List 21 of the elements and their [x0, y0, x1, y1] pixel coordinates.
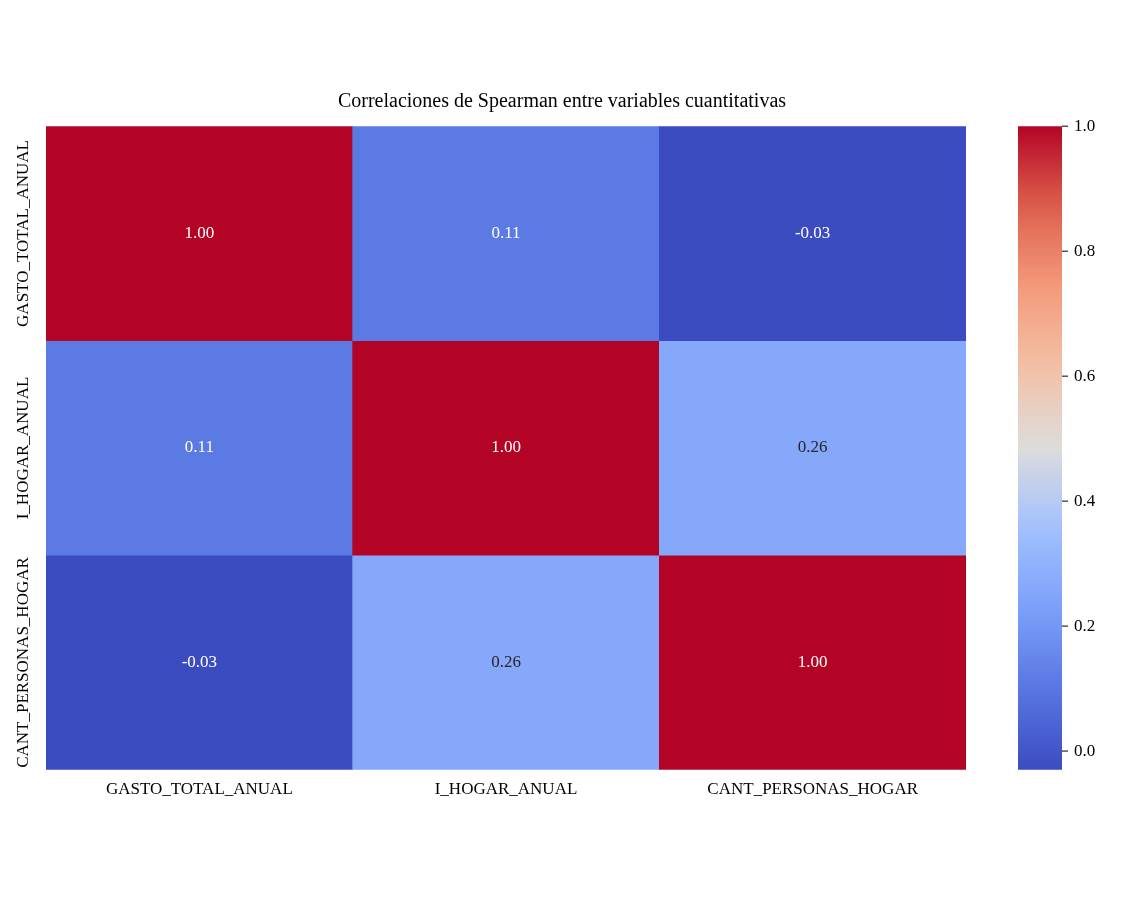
color-bar-label: 0.6	[1074, 365, 1096, 385]
y-tick-label: I_HOGAR_ANUAL	[12, 376, 32, 520]
color-bar-label: 0.2	[1074, 615, 1096, 635]
data-label: 1.00	[491, 437, 521, 457]
data-label: -0.03	[181, 652, 218, 671]
color-bar-label: 0.8	[1074, 240, 1096, 260]
x-tick-label: I_HOGAR_ANUAL	[434, 779, 578, 799]
data-label: 1.00	[184, 222, 215, 242]
data-label: -0.03	[794, 222, 831, 242]
x-tick-label: CANT_PERSONAS_HOGAR	[707, 779, 919, 799]
color-bar-label: 1.0	[1074, 115, 1096, 135]
x-tick-label: GASTO_TOTAL_ANUAL	[105, 779, 293, 799]
data-label: 0.11	[491, 222, 521, 242]
data-label: 1.00	[797, 652, 828, 671]
chart-title: Correlaciones de Spearman entre variables cuantitativas	[337, 89, 787, 113]
color-bar-label: 0.4	[1074, 490, 1096, 510]
data-label: 0.26	[797, 437, 828, 457]
y-tick-label: GASTO_TOTAL_ANUAL	[12, 140, 32, 327]
data-label: 0.26	[491, 652, 521, 671]
data-label: 0.11	[184, 437, 214, 457]
color-bar-label: 0.0	[1074, 740, 1096, 760]
